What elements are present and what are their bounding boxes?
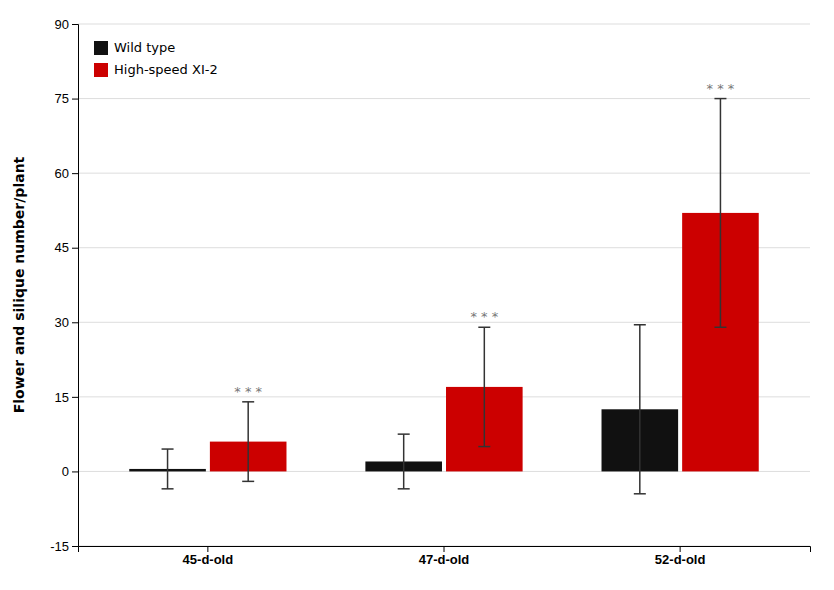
y-tick-mark	[72, 24, 78, 25]
error-bar-cap	[162, 448, 174, 450]
legend-background	[86, 32, 226, 84]
y-tick: 60	[55, 166, 78, 181]
legend-item: Wild type	[94, 40, 175, 56]
error-bar-cap	[634, 324, 646, 326]
y-tick: 15	[55, 390, 78, 405]
significance-label: * * *	[707, 81, 735, 96]
y-tick: -15	[50, 539, 78, 554]
x-axis-line	[79, 547, 811, 553]
x-tick-label: 47-d-old	[419, 552, 470, 567]
error-bar-cap	[714, 327, 726, 329]
y-tick: 0	[62, 464, 78, 479]
significance-label: * * *	[234, 384, 262, 399]
error-bar-cap	[242, 481, 254, 483]
legend-swatch	[94, 41, 108, 55]
grid	[78, 24, 810, 546]
error-bar-stem	[720, 99, 722, 328]
significance-label: * * *	[470, 309, 498, 324]
error-bar	[162, 449, 174, 489]
error-bar-cap	[714, 98, 726, 100]
x-tick-label: 52-d-old	[655, 552, 706, 567]
y-tick-label: 60	[55, 166, 69, 181]
error-bar-cap	[398, 488, 410, 490]
error-bar-stem	[484, 327, 486, 446]
error-bar-stem	[167, 449, 169, 489]
error-bar-cap	[478, 327, 490, 329]
y-tick-mark	[72, 471, 78, 472]
error-bar-cap	[162, 488, 174, 490]
x-tick-mark	[444, 546, 445, 552]
error-bar-cap	[242, 401, 254, 403]
grid-line	[78, 98, 810, 99]
error-bar-stem	[639, 325, 641, 494]
y-tick-mark	[72, 546, 78, 547]
y-tick-label: 30	[55, 315, 69, 330]
y-tick: 75	[55, 91, 78, 106]
grid-line	[78, 24, 810, 25]
x-tick-mark	[680, 546, 681, 552]
legend-item: High-speed XI-2	[94, 62, 218, 78]
error-bar	[714, 99, 726, 328]
legend-swatch	[94, 63, 108, 77]
y-tick-label: 75	[55, 91, 69, 106]
legend-label: High-speed XI-2	[114, 62, 218, 77]
y-tick: 45	[55, 240, 78, 255]
x-tick: 47-d-old	[419, 546, 470, 567]
y-tick-label: 15	[55, 390, 69, 405]
error-bar	[634, 325, 646, 494]
x-tick-mark	[207, 546, 208, 552]
marks	[129, 99, 758, 494]
y-axis-title: Flower and silique number/plant	[11, 156, 27, 413]
y-tick-label: 0	[62, 464, 69, 479]
error-bar-cap	[398, 433, 410, 435]
y-tick-mark	[72, 397, 78, 398]
y-tick-label: 45	[55, 240, 69, 255]
y-tick-mark	[72, 173, 78, 174]
y-tick-mark	[72, 322, 78, 323]
y-axis: -15 0 15 30 45 60 75 90	[50, 17, 78, 554]
x-tick: 45-d-old	[183, 546, 234, 567]
chart: -15 0 15 30 45 60 75 90 45-d-old 47-d-old 52-d-old…	[0, 0, 834, 590]
y-tick: 30	[55, 315, 78, 330]
plot: -15 0 15 30 45 60 75 90 45-d-old 47-d-old 52-d-old…	[50, 17, 810, 568]
x-axis: 45-d-old 47-d-old 52-d-old	[79, 546, 811, 567]
x-tick-label: 45-d-old	[183, 552, 234, 567]
grid-line	[78, 173, 810, 174]
error-bar-stem	[403, 434, 405, 489]
y-tick-label: -15	[50, 539, 69, 554]
y-tick-mark	[72, 99, 78, 100]
series	[210, 99, 759, 482]
error-bar	[478, 327, 490, 446]
error-bar	[242, 402, 254, 482]
legend: Wild type High-speed XI-2	[86, 32, 226, 84]
y-tick-label: 90	[55, 17, 69, 32]
error-bar-cap	[634, 493, 646, 495]
annotations: * * * * * * * * *	[234, 81, 735, 399]
error-bar-cap	[478, 446, 490, 448]
y-tick: 90	[55, 17, 78, 32]
y-tick-mark	[72, 248, 78, 249]
error-bar	[398, 434, 410, 489]
legend-label: Wild type	[114, 40, 175, 55]
y-axis-line	[72, 25, 79, 547]
error-bar-stem	[247, 402, 249, 482]
x-tick: 52-d-old	[655, 546, 706, 567]
series	[129, 325, 678, 494]
